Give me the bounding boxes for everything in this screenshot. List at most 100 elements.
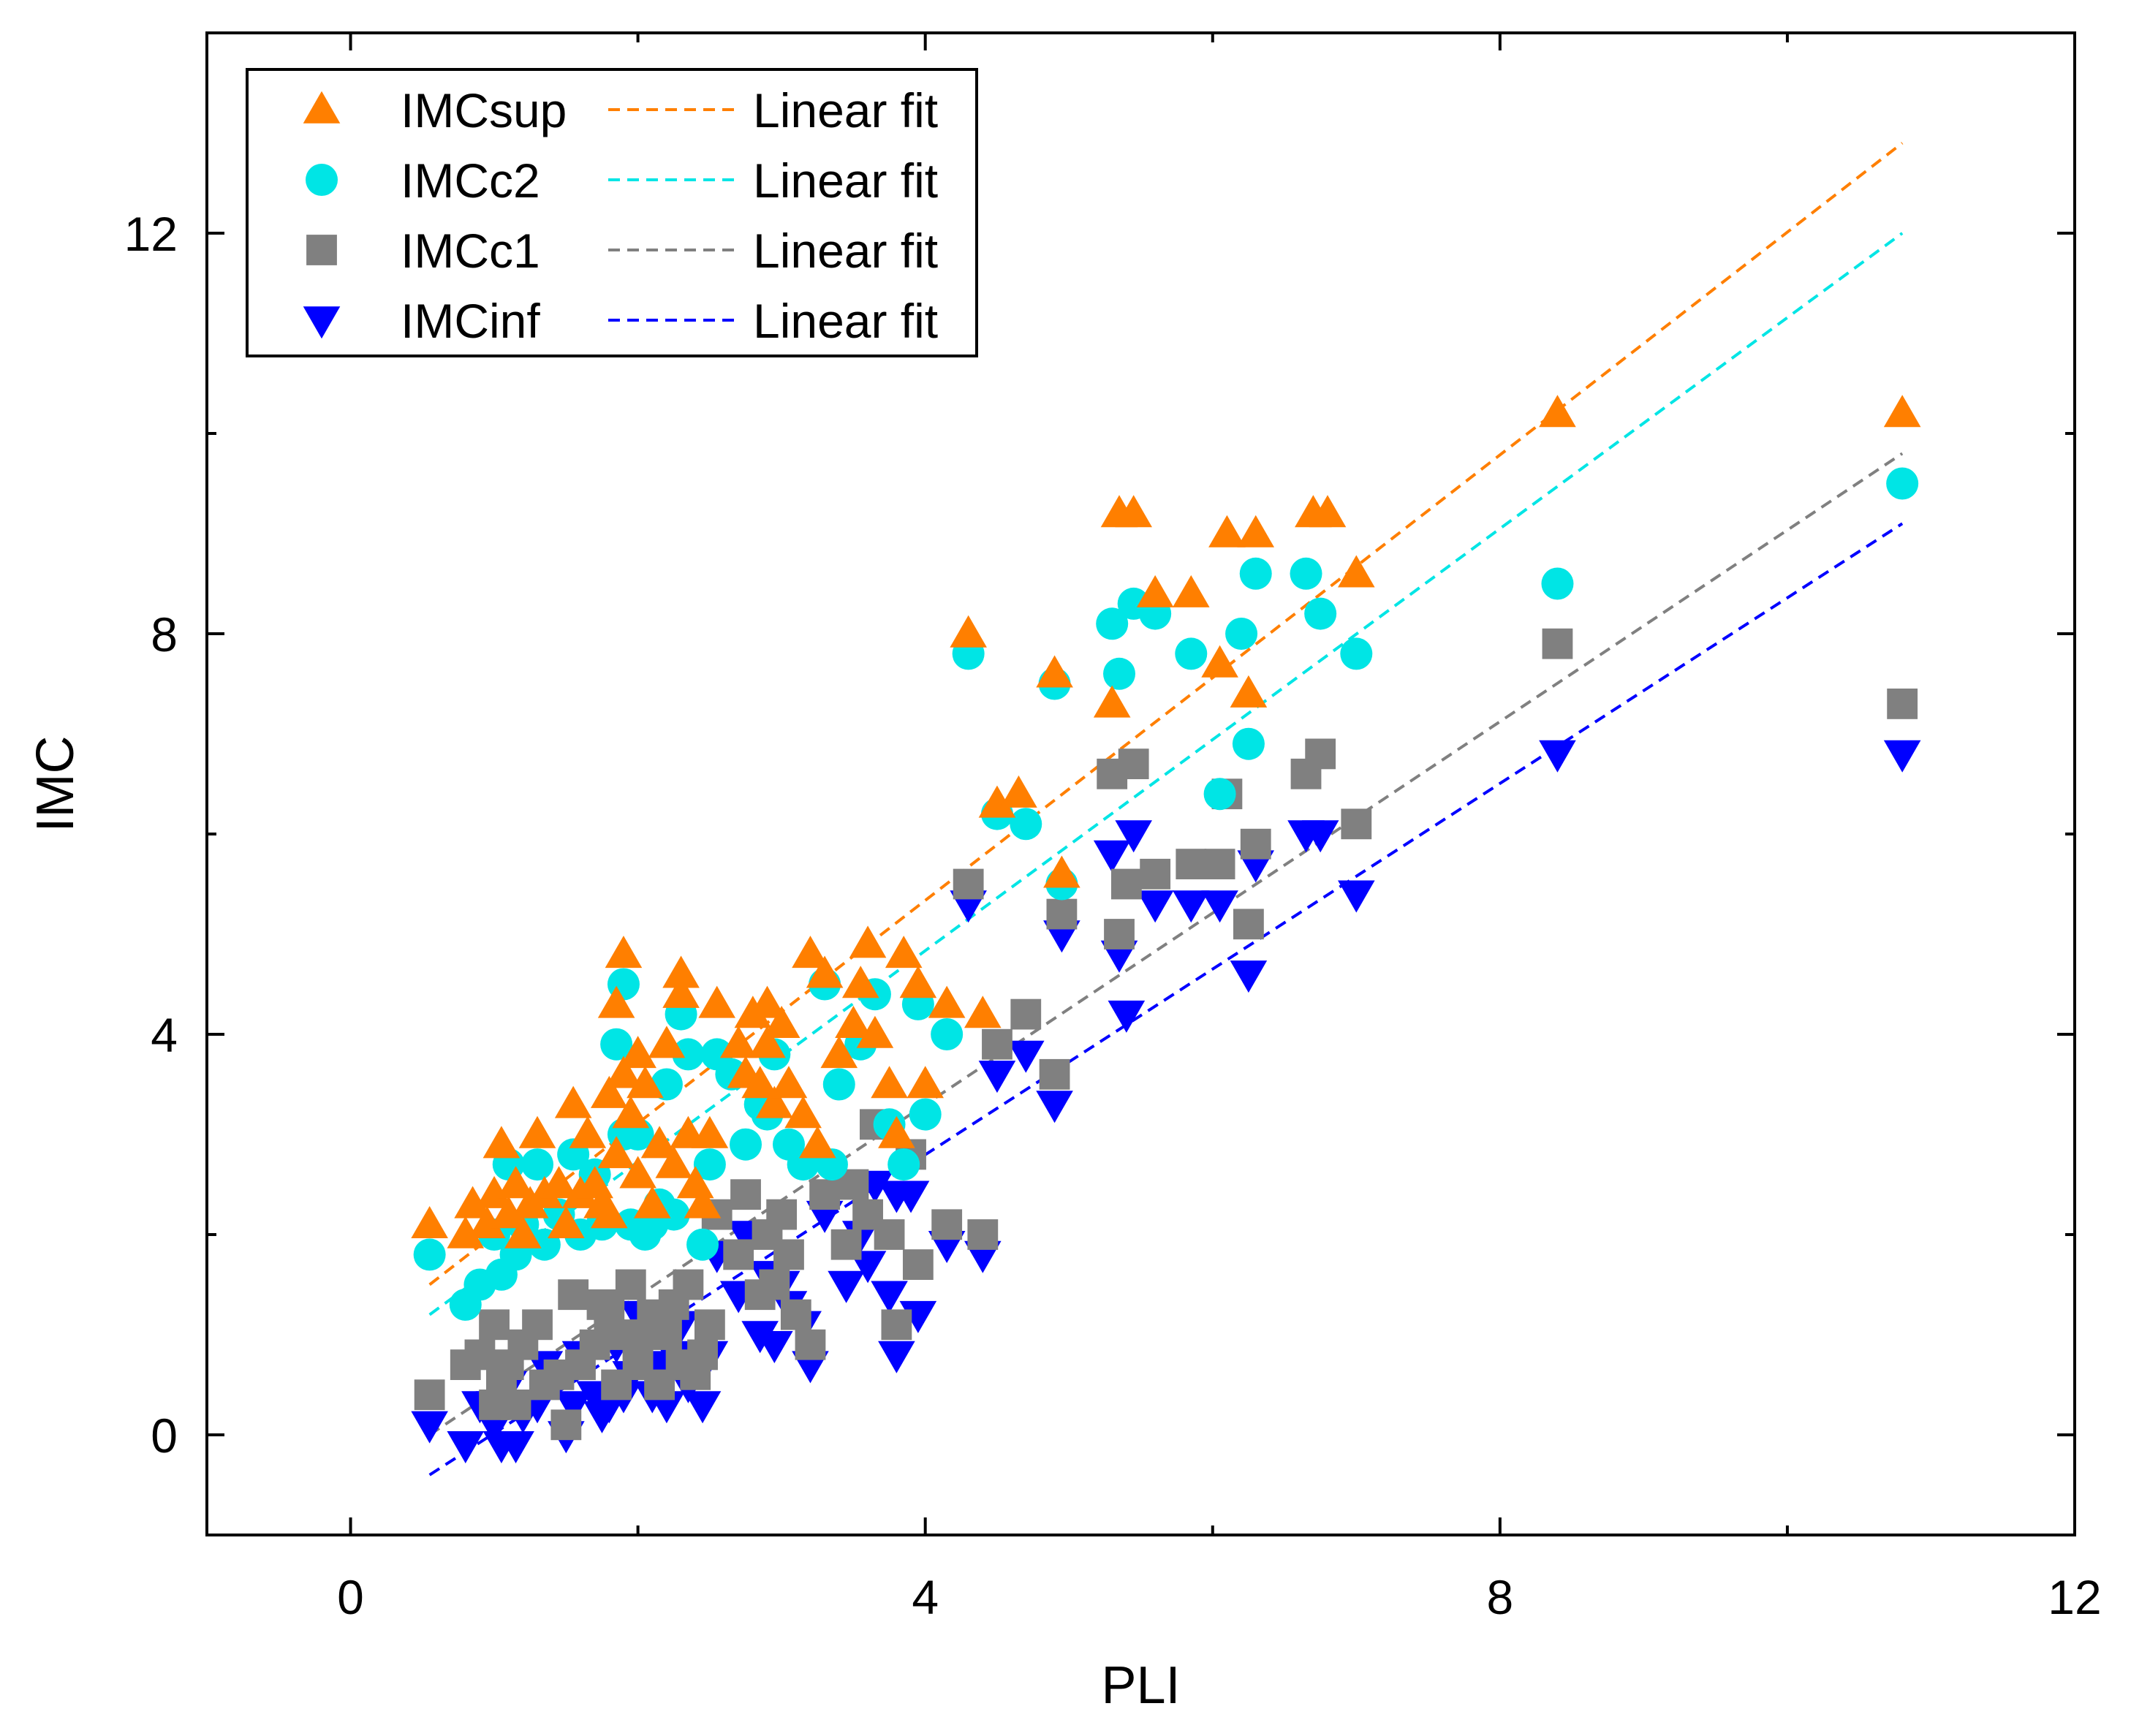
point-imcsup xyxy=(1115,495,1152,528)
point-imcsup xyxy=(806,955,844,988)
point-imcc1 xyxy=(558,1279,589,1311)
point-imcsup xyxy=(928,985,966,1018)
point-imcinf xyxy=(554,1391,592,1424)
point-imcc1 xyxy=(1010,998,1042,1030)
point-imcc1 xyxy=(1341,808,1372,840)
point-imcc1 xyxy=(594,1299,625,1330)
legend-label: IMCsup xyxy=(401,83,567,137)
y-tick-label: 12 xyxy=(124,207,178,261)
plot-frame xyxy=(205,31,2076,1536)
point-imcinf xyxy=(878,1341,915,1373)
point-imcinf xyxy=(411,1411,448,1444)
x-tick-label: 12 xyxy=(2048,1570,2101,1624)
y-tick-label: 4 xyxy=(151,1008,178,1062)
point-imcsup xyxy=(784,1096,822,1129)
point-imcc2 xyxy=(730,1128,762,1161)
point-imcc2 xyxy=(909,1098,942,1131)
point-imcsup xyxy=(871,1066,908,1099)
legend-fit-label: Linear fit xyxy=(753,153,938,208)
point-imcinf xyxy=(871,1281,908,1314)
point-imcsup xyxy=(684,1186,722,1218)
legend: IMCsup Linear fit IMCc2 Linear fit IMCc1 Line… xyxy=(246,68,978,357)
point-imcc1 xyxy=(874,1219,905,1250)
point-imcc2 xyxy=(1340,637,1373,670)
point-imcsup xyxy=(1883,395,1921,428)
legend-fit-label: Linear fit xyxy=(753,294,938,348)
legend-fit-label: Linear fit xyxy=(753,83,938,137)
point-imcsup xyxy=(835,1006,872,1038)
point-imcc1 xyxy=(766,1199,798,1230)
point-imcsup xyxy=(633,1186,671,1218)
point-imcc1 xyxy=(773,1239,804,1270)
y-tick-label: 0 xyxy=(151,1409,178,1463)
x-tick-label: 8 xyxy=(1486,1570,1513,1624)
y-tick-label: 8 xyxy=(151,607,178,662)
point-imcc2 xyxy=(672,1038,705,1071)
point-imcsup xyxy=(518,1115,556,1148)
point-imcsup xyxy=(1237,515,1275,547)
point-imcsup xyxy=(899,966,937,998)
legend-marker-imcc1 xyxy=(306,235,337,265)
point-imcinf xyxy=(1108,1000,1146,1033)
point-imcsup xyxy=(619,1036,656,1069)
point-imcc1 xyxy=(673,1269,704,1300)
point-imcsup xyxy=(906,1066,944,1099)
point-imcc1 xyxy=(414,1379,445,1411)
point-imcc1 xyxy=(651,1319,682,1350)
point-imcsup xyxy=(497,1166,534,1199)
point-imcsup xyxy=(756,1085,793,1118)
point-imcc1 xyxy=(615,1269,646,1300)
point-imcinf xyxy=(684,1391,722,1424)
point-imcc1 xyxy=(1110,868,1142,900)
point-imcc2 xyxy=(1886,467,1919,500)
point-imcc1 xyxy=(1104,919,1135,950)
point-imcsup xyxy=(504,1216,542,1248)
point-imcsup xyxy=(1539,395,1576,428)
point-imcc2 xyxy=(1010,808,1042,841)
point-imcsup xyxy=(741,1066,779,1099)
point-imcc1 xyxy=(622,1329,654,1360)
point-imcinf xyxy=(1136,890,1174,923)
point-imcsup xyxy=(878,1115,915,1148)
point-imcsup xyxy=(468,1206,506,1238)
point-imcc1 xyxy=(1176,849,1207,879)
point-imcsup xyxy=(662,975,700,1008)
point-imcsup xyxy=(447,1216,485,1248)
point-imcc1 xyxy=(1046,898,1078,930)
point-imcc1 xyxy=(881,1309,912,1341)
point-imcc2 xyxy=(822,1068,855,1101)
point-imcinf xyxy=(1093,840,1131,873)
point-imcc1 xyxy=(1240,828,1271,860)
point-imcsup xyxy=(1309,495,1347,528)
point-imcinf xyxy=(1007,1040,1045,1073)
point-imcsup xyxy=(841,966,879,998)
point-imcc1 xyxy=(931,1209,963,1240)
point-imcinf xyxy=(1115,820,1152,853)
point-imcsup xyxy=(619,1156,656,1189)
point-imcsup xyxy=(762,1006,800,1038)
point-imcsup xyxy=(655,1145,693,1178)
legend-marker-imcc2 xyxy=(306,164,338,196)
legend-label: IMCc1 xyxy=(401,224,540,278)
point-imcsup xyxy=(1093,685,1131,718)
point-imcsup xyxy=(591,1075,628,1108)
point-imcc1 xyxy=(830,1229,862,1260)
point-imcsup xyxy=(1208,515,1246,547)
point-imcc2 xyxy=(1290,557,1322,590)
point-imcc1 xyxy=(694,1309,725,1341)
point-imcsup xyxy=(885,936,923,969)
legend-marker-imcsup xyxy=(303,91,341,124)
point-imcsup xyxy=(964,996,1002,1028)
point-imcsup xyxy=(482,1126,521,1159)
point-imcc2 xyxy=(1232,727,1265,760)
axes: 0 4 8 12 0 4 8 12 xyxy=(124,33,2102,1624)
point-imcinf xyxy=(1539,740,1576,773)
point-imcc1 xyxy=(1118,748,1149,779)
point-imcc2 xyxy=(1103,657,1136,690)
point-imcinf xyxy=(447,1431,485,1463)
point-imcsup xyxy=(798,1126,836,1159)
point-imcinf xyxy=(1883,740,1921,773)
point-imcc1 xyxy=(982,1028,1012,1060)
y-axis-label: IMC xyxy=(26,736,85,833)
point-imcc1 xyxy=(967,1219,999,1250)
